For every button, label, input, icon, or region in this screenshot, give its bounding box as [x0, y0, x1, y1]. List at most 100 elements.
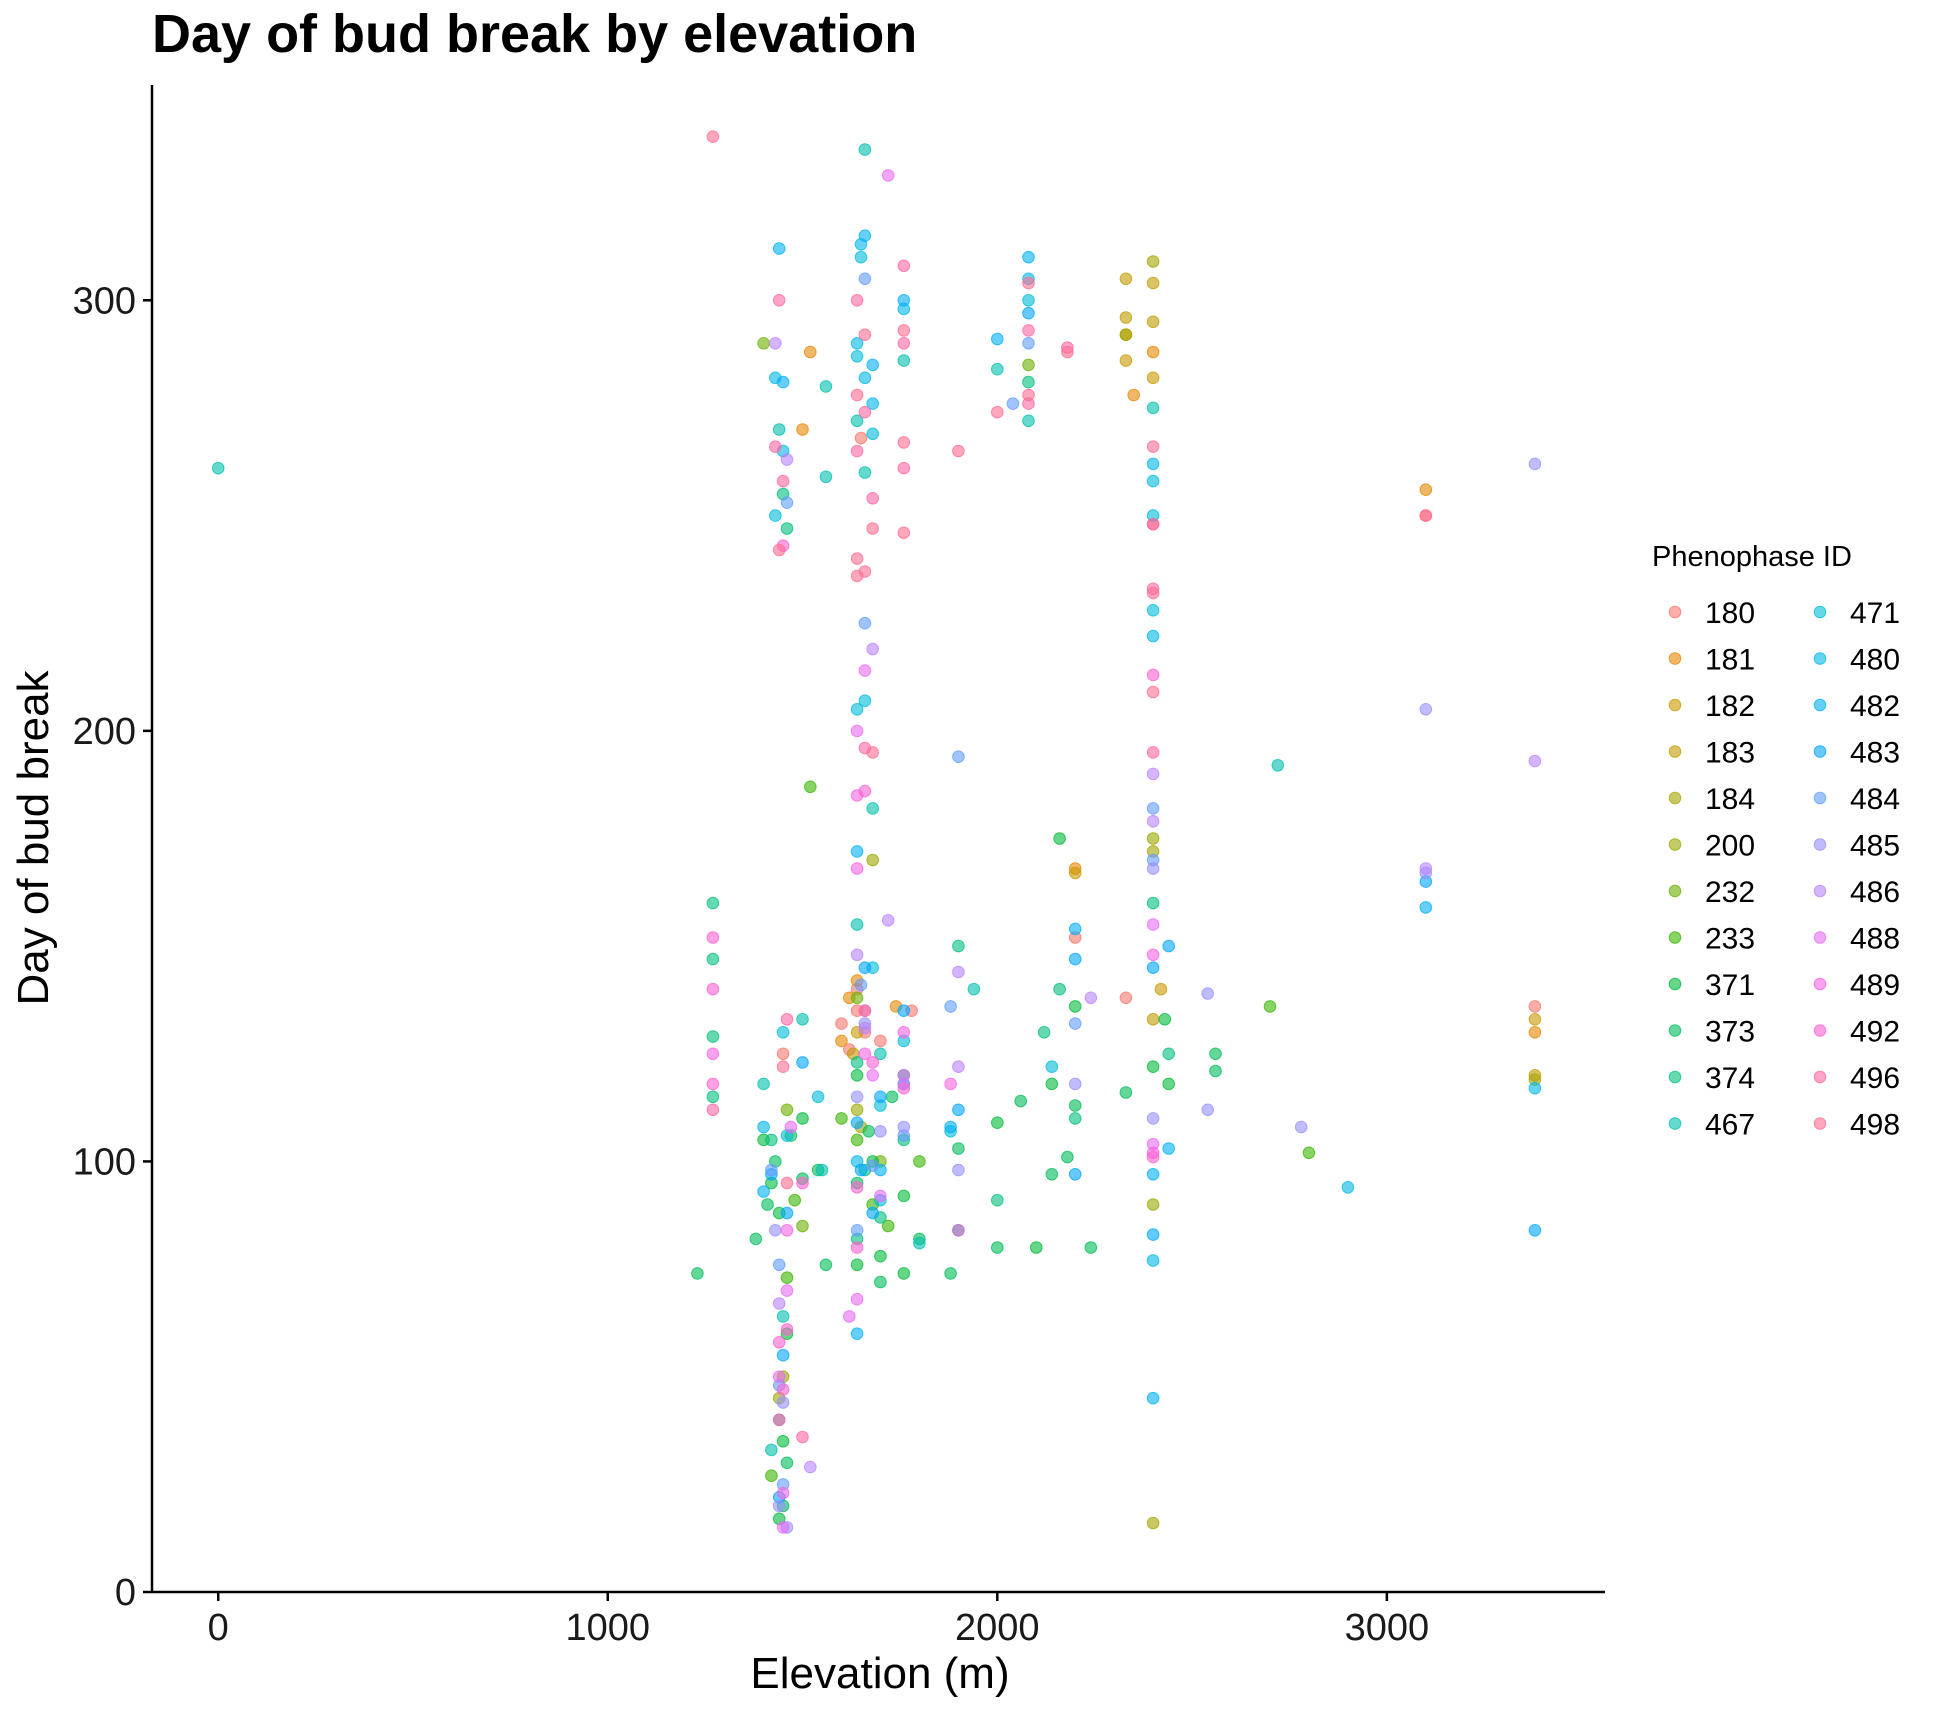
data-point — [850, 1116, 864, 1129]
data-point — [780, 453, 794, 466]
data-point — [862, 1125, 876, 1138]
series-200 — [772, 832, 1160, 1405]
series-486 — [769, 337, 1542, 1474]
data-point — [897, 1267, 911, 1280]
data-point — [858, 466, 872, 479]
data-point — [1146, 604, 1160, 617]
data-point — [1419, 703, 1433, 716]
legend-swatch — [1813, 977, 1827, 991]
data-point — [1068, 1168, 1082, 1181]
data-point — [881, 169, 895, 182]
data-point — [780, 1456, 794, 1470]
legend-item: 182 — [1668, 690, 1755, 723]
legend-label: 232 — [1705, 876, 1755, 909]
data-point — [819, 380, 833, 393]
legend-item: 200 — [1668, 830, 1755, 863]
data-point — [991, 405, 1004, 419]
legend: Phenophase ID 180 181 182 183 184 200 232 233 37… — [1652, 541, 1900, 1142]
data-point — [776, 474, 790, 488]
data-point — [796, 1112, 809, 1125]
data-point — [854, 250, 868, 264]
data-point — [897, 294, 911, 307]
data-point — [967, 982, 981, 996]
data-point — [1045, 1077, 1059, 1091]
data-point — [1146, 255, 1160, 268]
legend-item: 467 — [1668, 1109, 1755, 1142]
data-point — [858, 961, 872, 975]
legend-item: 374 — [1668, 1062, 1755, 1095]
data-point — [881, 1219, 895, 1233]
data-point — [1146, 1228, 1160, 1241]
data-point — [858, 694, 872, 708]
series-232 — [757, 337, 1035, 1233]
data-point — [691, 1267, 704, 1280]
data-point — [706, 952, 720, 966]
legend-swatch — [1668, 791, 1682, 805]
data-point — [897, 1120, 911, 1134]
data-point — [866, 358, 880, 372]
data-point — [858, 565, 872, 578]
legend-swatch — [1813, 745, 1827, 758]
data-point — [1045, 1168, 1059, 1181]
data-point — [1146, 1112, 1160, 1125]
series-480 — [757, 238, 1542, 1267]
legend-swatch — [1668, 1070, 1682, 1084]
data-point — [780, 1206, 794, 1220]
data-point — [1154, 982, 1168, 996]
data-point — [897, 337, 911, 350]
data-point — [706, 1030, 720, 1043]
data-point — [850, 1069, 864, 1082]
data-point — [819, 470, 833, 484]
data-point — [1146, 832, 1160, 845]
legend-item: 486 — [1813, 876, 1900, 909]
data-point — [1528, 1081, 1542, 1095]
data-point — [772, 543, 786, 557]
data-point — [952, 1142, 965, 1155]
legend-swatch — [1813, 1070, 1827, 1084]
data-point — [706, 1047, 720, 1061]
data-point — [1146, 961, 1160, 975]
data-point — [757, 1077, 770, 1091]
data-point — [1146, 746, 1160, 759]
x-tick-label: 1000 — [565, 1607, 650, 1649]
data-point — [769, 509, 782, 522]
data-point — [765, 1163, 778, 1177]
data-point — [1146, 371, 1160, 385]
data-point — [784, 1120, 798, 1134]
data-point — [772, 1413, 786, 1427]
x-tick-label: 3000 — [1345, 1607, 1430, 1649]
data-point — [772, 423, 786, 436]
data-point — [850, 1241, 864, 1254]
data-point — [1419, 509, 1433, 522]
data-point — [866, 522, 880, 535]
legend-label: 483 — [1850, 737, 1900, 770]
data-point — [1146, 440, 1160, 454]
data-point — [866, 853, 880, 867]
data-point — [1146, 767, 1160, 781]
data-point — [866, 1056, 880, 1069]
data-point — [881, 914, 895, 927]
legend-label: 182 — [1705, 690, 1755, 723]
data-point — [706, 130, 720, 143]
data-point — [991, 332, 1004, 346]
data-point — [706, 1090, 720, 1104]
data-point — [866, 1159, 880, 1172]
data-point — [706, 1103, 720, 1117]
data-point — [1146, 345, 1160, 359]
data-point — [780, 1323, 794, 1336]
data-point — [858, 272, 872, 286]
data-point — [780, 522, 794, 535]
data-point — [850, 444, 864, 458]
legend-item: 233 — [1668, 923, 1755, 956]
data-point — [1053, 832, 1066, 845]
data-point — [776, 1521, 790, 1534]
legend-swatch — [1813, 884, 1827, 898]
series-484 — [765, 272, 1160, 1491]
data-point — [1146, 629, 1160, 643]
data-point — [1209, 1064, 1222, 1078]
data-point — [1022, 276, 1035, 290]
data-point — [757, 1185, 770, 1198]
legend-label: 480 — [1850, 644, 1900, 677]
data-point — [850, 1224, 864, 1237]
legend-item: 373 — [1668, 1016, 1755, 1049]
